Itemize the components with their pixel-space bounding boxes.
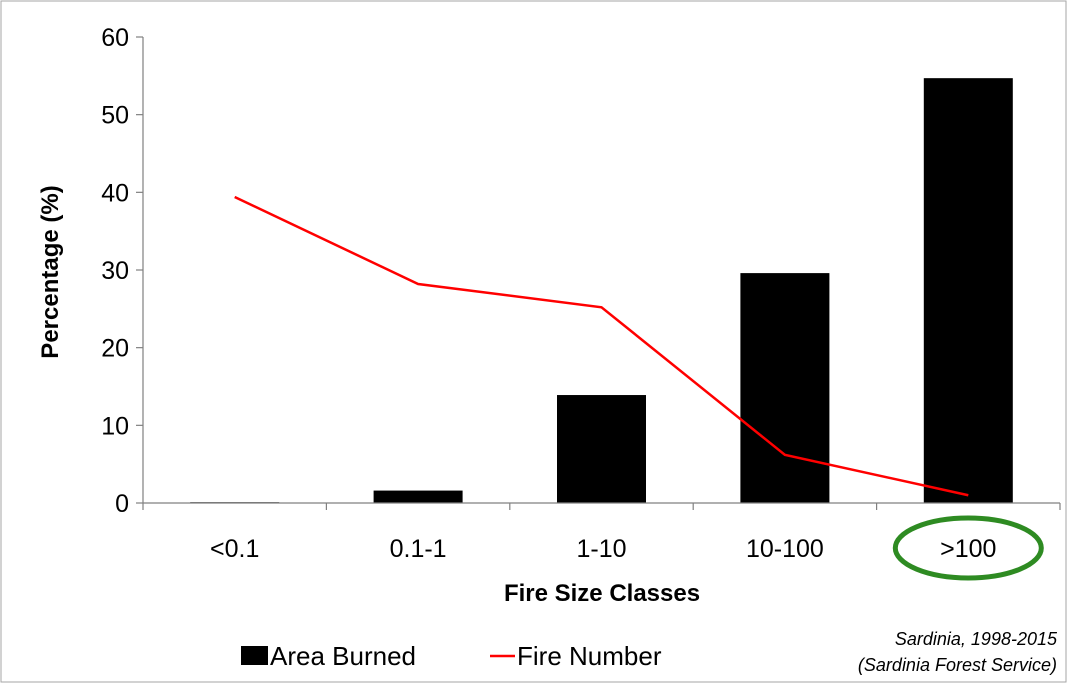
- legend: Area Burned Fire Number: [241, 641, 662, 671]
- legend-label-area-burned: Area Burned: [270, 641, 416, 671]
- x-tick-label: >100: [940, 535, 996, 563]
- bars-layer: [190, 78, 1013, 504]
- bar->100: [923, 78, 1013, 503]
- source-line-2: (Sardinia Forest Service): [858, 655, 1057, 675]
- source-line-1: Sardinia, 1998-2015: [895, 629, 1058, 649]
- bar-0.1-1: [373, 490, 463, 503]
- y-tick-label: 0: [115, 490, 129, 518]
- legend-label-fire-number: Fire Number: [517, 641, 662, 671]
- x-ticks: <0.1 0.1-1 1-10 10-100 >100: [142, 503, 1061, 563]
- y-tick-label: 60: [101, 24, 129, 52]
- x-axis-title: Fire Size Classes: [504, 580, 700, 607]
- legend-swatch-area-burned: [241, 646, 268, 665]
- bar-10-100: [740, 273, 830, 503]
- y-tick-label: 50: [101, 102, 129, 130]
- highlight-ellipse: [892, 515, 1044, 581]
- x-tick-label: 1-10: [576, 535, 626, 563]
- y-tick-label: 20: [101, 335, 129, 363]
- y-tick-label: 30: [101, 257, 129, 285]
- fire-number-line: [234, 195, 969, 497]
- x-tick-label: 10-100: [746, 535, 824, 563]
- y-ticks: 0 10 20 30 40 50 60: [101, 24, 143, 518]
- bar-1-10: [557, 395, 646, 503]
- y-tick-label: 40: [101, 179, 129, 207]
- x-tick-label: 0.1-1: [390, 535, 447, 563]
- y-tick-label: 10: [101, 412, 129, 440]
- x-tick-label: <0.1: [210, 535, 259, 563]
- y-axis-title: Percentage (%): [37, 185, 64, 358]
